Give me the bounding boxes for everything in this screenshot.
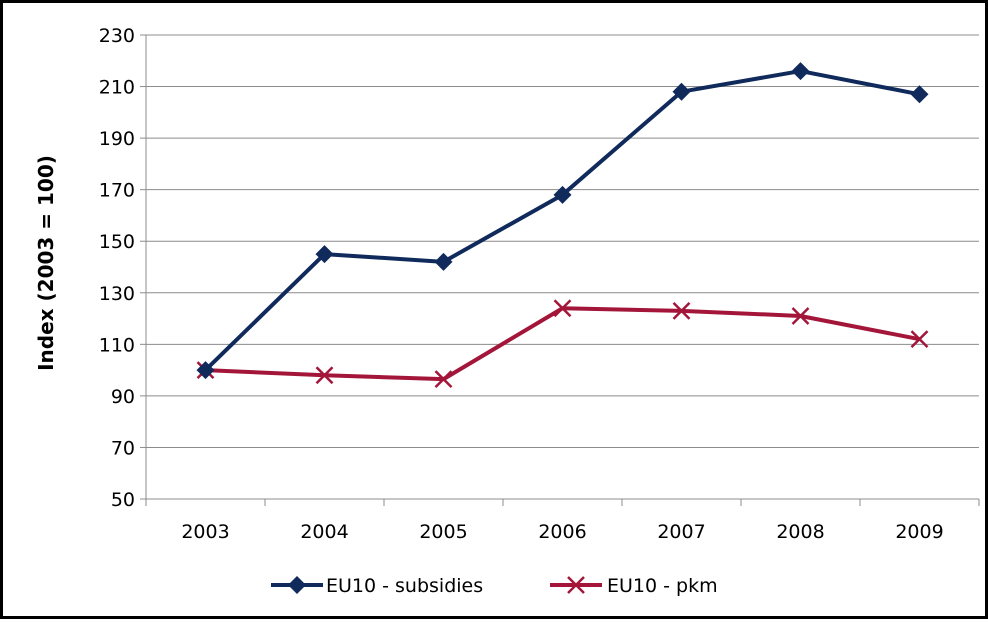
legend-item: EU10 - pkm <box>550 575 718 597</box>
y-tick-label: 210 <box>99 77 135 99</box>
data-point-marker <box>911 85 929 103</box>
y-tick-label: 50 <box>111 489 135 511</box>
gridlines <box>146 35 979 447</box>
x-tick-label: 2005 <box>419 521 467 543</box>
data-point-marker <box>792 62 810 80</box>
data-point-marker <box>435 253 453 271</box>
line-chart: 50 70 90 110 130 150 170 190 210 230 2003 2004 2005 2… <box>3 3 988 622</box>
x-tick-label: 2008 <box>776 521 824 543</box>
series-layer <box>197 62 929 387</box>
y-tick-label: 150 <box>99 231 135 253</box>
series-line <box>206 71 920 370</box>
x-tick-label: 2009 <box>895 521 943 543</box>
y-tick-label: 70 <box>111 437 135 459</box>
x-tick-label: 2006 <box>538 521 586 543</box>
y-tick-label: 170 <box>99 180 135 202</box>
series-pkm <box>198 300 928 387</box>
y-tick-label: 130 <box>99 283 135 305</box>
tick-labels: 50 70 90 110 130 150 170 190 210 230 2003 2004 2005 2… <box>99 25 944 543</box>
legend-item: EU10 - subsidies <box>271 575 483 597</box>
y-tick-label: 90 <box>111 386 135 408</box>
axes <box>140 35 979 506</box>
legend-label: EU10 - subsidies <box>326 575 483 597</box>
y-tick-label: 110 <box>99 334 135 356</box>
series-subsidies <box>197 62 929 379</box>
y-axis-title: Index (2003 = 100) <box>34 155 58 371</box>
x-tick-label: 2007 <box>657 521 705 543</box>
x-tick-label: 2004 <box>300 521 348 543</box>
legend: EU10 - subsidies EU10 - pkm <box>271 575 718 597</box>
y-tick-label: 190 <box>99 128 135 150</box>
series-line <box>206 308 920 379</box>
legend-marker <box>288 576 306 594</box>
legend-label: EU10 - pkm <box>607 575 718 597</box>
x-tick-label: 2003 <box>181 521 229 543</box>
y-tick-label: 230 <box>99 25 135 47</box>
